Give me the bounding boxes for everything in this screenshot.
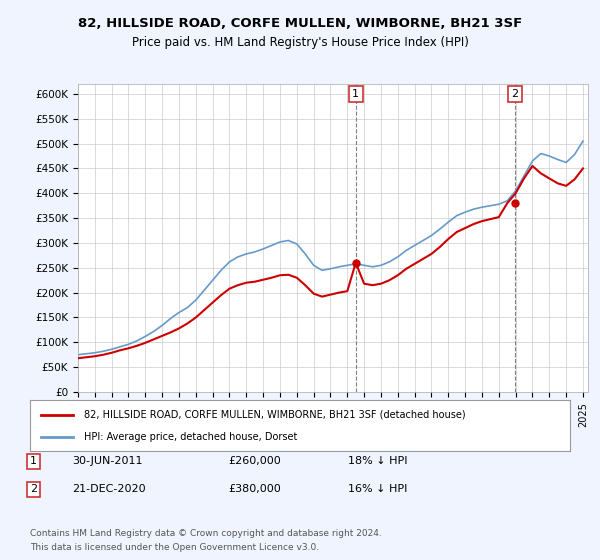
Text: 82, HILLSIDE ROAD, CORFE MULLEN, WIMBORNE, BH21 3SF (detached house): 82, HILLSIDE ROAD, CORFE MULLEN, WIMBORN… — [84, 409, 466, 419]
Text: Contains HM Land Registry data © Crown copyright and database right 2024.: Contains HM Land Registry data © Crown c… — [30, 529, 382, 538]
Text: 30-JUN-2011: 30-JUN-2011 — [72, 456, 143, 466]
Text: 2: 2 — [30, 484, 37, 494]
Text: 82, HILLSIDE ROAD, CORFE MULLEN, WIMBORNE, BH21 3SF: 82, HILLSIDE ROAD, CORFE MULLEN, WIMBORN… — [78, 17, 522, 30]
Text: HPI: Average price, detached house, Dorset: HPI: Average price, detached house, Dors… — [84, 432, 298, 442]
Text: 18% ↓ HPI: 18% ↓ HPI — [348, 456, 407, 466]
Text: 16% ↓ HPI: 16% ↓ HPI — [348, 484, 407, 494]
Text: £260,000: £260,000 — [228, 456, 281, 466]
Text: Price paid vs. HM Land Registry's House Price Index (HPI): Price paid vs. HM Land Registry's House … — [131, 36, 469, 49]
Text: 1: 1 — [30, 456, 37, 466]
Text: 2: 2 — [511, 89, 518, 99]
Text: 1: 1 — [352, 89, 359, 99]
Text: 21-DEC-2020: 21-DEC-2020 — [72, 484, 146, 494]
Text: This data is licensed under the Open Government Licence v3.0.: This data is licensed under the Open Gov… — [30, 543, 319, 552]
Text: £380,000: £380,000 — [228, 484, 281, 494]
